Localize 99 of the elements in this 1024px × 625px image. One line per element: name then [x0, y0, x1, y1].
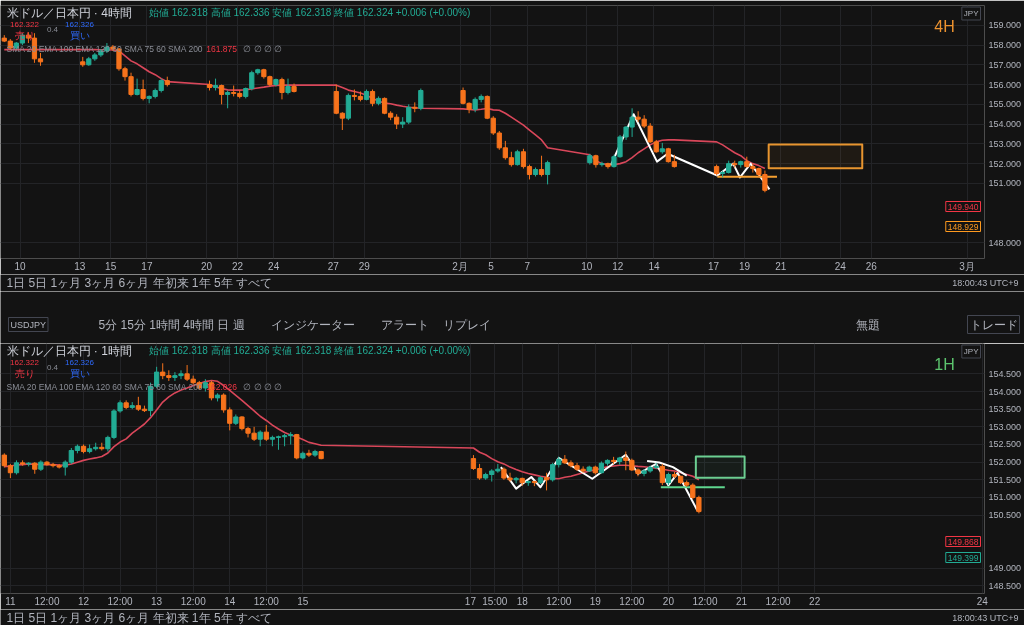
y-tick-label: 156.000: [988, 79, 1022, 90]
text: 無題: [855, 317, 880, 332]
x-tick-label: 12:00: [619, 595, 645, 607]
x-tick-label: 17: [464, 595, 477, 607]
annotation: 162.322: [10, 20, 40, 29]
y-tick-label: 153.000: [988, 138, 1022, 149]
y-tick-label: 154.000: [988, 119, 1022, 130]
x-tick-label: 2月: [452, 260, 468, 272]
x-tick-label: 5: [488, 260, 495, 272]
y-tick-label: 148.500: [988, 580, 1022, 591]
annotation: 162.326: [65, 20, 95, 29]
y-tick-label: 148.000: [988, 237, 1022, 248]
x-tick-label: 26: [865, 260, 878, 272]
annotation: 0.4: [46, 25, 59, 34]
x-tick-label: 24: [834, 260, 847, 272]
annotation: 162.326: [65, 358, 95, 367]
y-tick-label: 152.000: [988, 457, 1022, 468]
x-tick-label: 21: [775, 260, 787, 272]
x-tick-label: 17: [141, 260, 153, 272]
annotation: 148.929: [947, 221, 979, 232]
chart-subtitle: 始値 162.318 高値 162.336 安値 162.318 終値 162.324 +0.006 (+0.00%): [148, 345, 471, 356]
x-tick-label: 22: [809, 595, 821, 607]
annotation: ∅ ∅ ∅ ∅: [243, 381, 283, 392]
x-tick-label: 19: [589, 595, 602, 607]
x-tick-label: 12: [77, 595, 90, 607]
annotation: 0.4: [46, 363, 59, 372]
y-tick-label: 154.500: [988, 368, 1022, 379]
x-tick-label: 3月: [959, 260, 975, 272]
x-tick-label: 12:00: [546, 595, 572, 607]
x-tick-label: 12:00: [34, 595, 60, 607]
text: リプレイ: [442, 317, 491, 332]
y-tick-label: 150.500: [988, 510, 1022, 521]
x-tick-label: 12:00: [765, 595, 792, 607]
annotation: 149.868: [947, 536, 979, 547]
y-tick-label: 158.000: [988, 40, 1022, 51]
x-tick-label: 27: [327, 260, 340, 272]
text: 1日 5日 1ヶ月 3ヶ月 6ヶ月 年初来 1年 5年 すべて: [6, 276, 272, 290]
annotation: 売り: [14, 368, 35, 379]
annotation: 買い: [69, 30, 90, 41]
annotation: 買い: [69, 368, 90, 379]
x-tick-label: 11: [5, 595, 17, 607]
y-tick-label: 154.000: [988, 386, 1022, 397]
annotation: 1H: [934, 356, 955, 373]
x-tick-label: 29: [358, 260, 371, 272]
x-tick-label: 18: [516, 595, 529, 607]
annotation: 162.322: [10, 358, 40, 367]
annotation: ∅ ∅ ∅ ∅: [243, 43, 283, 54]
x-tick-label: 7: [524, 260, 531, 272]
x-tick-label: 15: [297, 595, 309, 607]
annotation: JPY: [963, 9, 980, 18]
x-tick-label: 12:00: [107, 595, 134, 607]
x-tick-label: 10: [581, 260, 593, 272]
y-tick-label: 151.500: [988, 474, 1022, 485]
text: USDJPY: [10, 319, 47, 330]
x-tick-label: 12:00: [692, 595, 718, 607]
annotation: 4H: [934, 18, 955, 35]
x-tick-label: 12:00: [180, 595, 207, 607]
text: 5分 15分 1時間 4時間 日 週: [98, 317, 245, 332]
x-tick-label: 14: [224, 595, 236, 607]
y-tick-label: 155.000: [988, 99, 1022, 110]
x-tick-label: 15:00: [482, 595, 508, 607]
chart-title: 米ドル／日本円 · 1時間: [6, 343, 132, 358]
annotation: 149.940: [947, 201, 979, 212]
annotation: 149.399: [947, 552, 979, 563]
y-tick-label: 152.000: [988, 158, 1022, 169]
x-tick-label: 14: [648, 260, 660, 272]
y-tick-label: 151.000: [988, 492, 1022, 503]
x-tick-label: 12:00: [253, 595, 280, 607]
x-tick-label: 20: [662, 595, 675, 607]
y-tick-label: 157.000: [988, 59, 1022, 70]
line-series: [646, 460, 688, 477]
y-tick-label: 152.500: [988, 439, 1022, 450]
text: 18:00:43 UTC+9: [952, 612, 1019, 623]
x-tick-label: 20: [200, 260, 213, 272]
x-tick-label: 22: [231, 260, 244, 272]
x-tick-label: 19: [738, 260, 751, 272]
text: トレード: [969, 317, 1018, 332]
text: インジケーター: [270, 317, 355, 332]
text: 1日 5日 1ヶ月 3ヶ月 6ヶ月 年初来 1年 5年 すべて: [6, 610, 272, 625]
x-tick-label: 17: [708, 260, 720, 272]
x-tick-label: 24: [976, 595, 989, 607]
y-tick-label: 153.000: [988, 421, 1022, 432]
y-tick-label: 149.000: [988, 563, 1022, 574]
text: アラート: [380, 317, 429, 332]
x-tick-label: 12: [612, 260, 624, 272]
y-tick-label: 153.500: [988, 404, 1022, 415]
text: 18:00:43 UTC+9: [952, 278, 1019, 288]
annotation: JPY: [963, 347, 980, 356]
annotation: 161.875: [206, 43, 238, 54]
x-tick-label: 15: [105, 260, 117, 272]
x-tick-label: 10: [14, 260, 27, 272]
x-tick-label: 13: [74, 260, 86, 272]
y-tick-label: 151.000: [988, 178, 1022, 189]
x-tick-label: 13: [151, 595, 163, 607]
x-tick-label: 21: [735, 595, 748, 607]
chart-subtitle: 始値 162.318 高値 162.336 安値 162.318 終値 162.324 +0.006 (+0.00%): [148, 7, 471, 18]
x-tick-label: 24: [268, 260, 280, 272]
chart-title: 米ドル／日本円 · 4時間: [6, 5, 132, 20]
y-tick-label: 159.000: [988, 20, 1022, 31]
